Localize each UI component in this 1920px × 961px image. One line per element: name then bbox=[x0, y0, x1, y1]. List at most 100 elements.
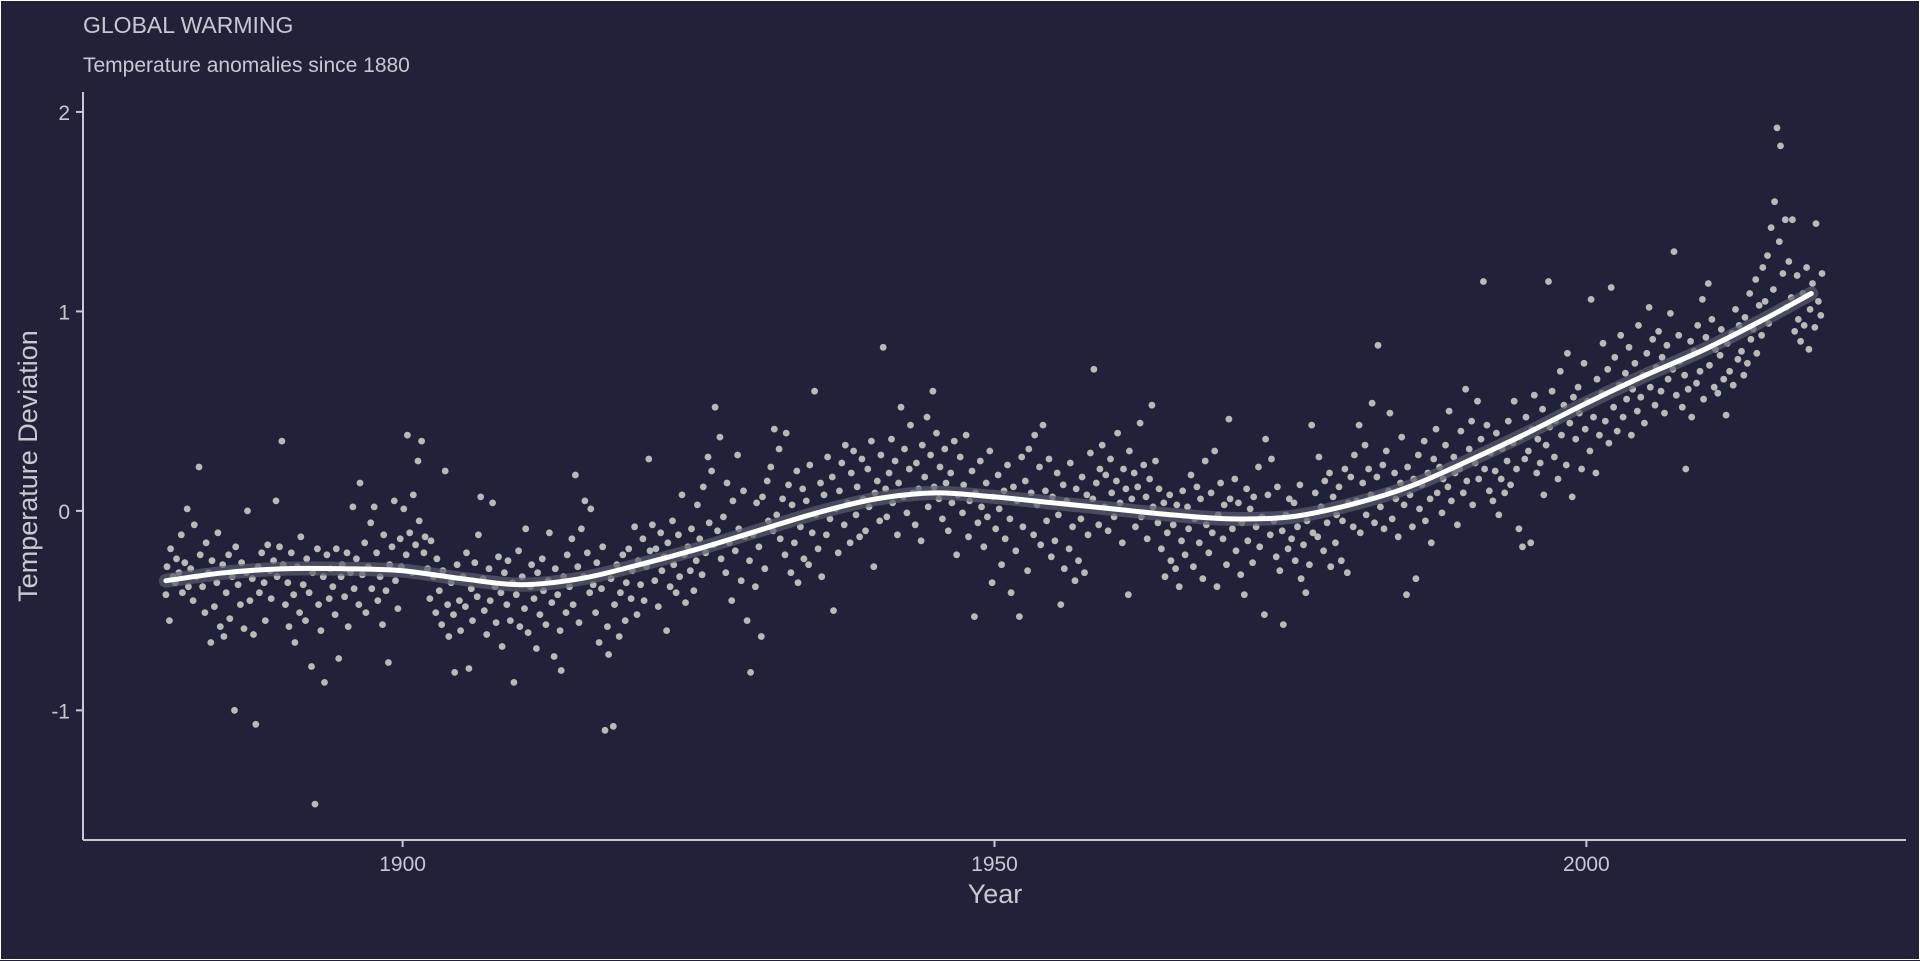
data-point-571 bbox=[1288, 535, 1295, 543]
data-point-479 bbox=[1107, 455, 1114, 463]
data-point-300 bbox=[753, 499, 760, 507]
data-point-628 bbox=[1400, 501, 1408, 509]
data-point-596 bbox=[1337, 557, 1345, 565]
data-point-135 bbox=[427, 537, 435, 545]
data-point-25 bbox=[211, 603, 218, 610]
data-point-774 bbox=[1688, 413, 1696, 421]
data-point-704 bbox=[1551, 453, 1558, 461]
data-point-724 bbox=[1590, 413, 1597, 421]
data-point-793 bbox=[1726, 367, 1733, 375]
data-point-131 bbox=[420, 549, 428, 557]
data-point-451 bbox=[1051, 537, 1059, 545]
data-point-108 bbox=[374, 597, 382, 604]
data-point-381 bbox=[913, 459, 920, 467]
data-point-521 bbox=[1190, 563, 1197, 571]
data-point-149 bbox=[456, 597, 463, 604]
data-point-42 bbox=[244, 507, 251, 515]
data-point-307 bbox=[767, 463, 775, 471]
data-point-378 bbox=[907, 421, 914, 429]
data-point-166 bbox=[489, 499, 496, 507]
data-point-503 bbox=[1154, 519, 1162, 527]
data-point-696 bbox=[1534, 435, 1542, 443]
data-point-35 bbox=[231, 706, 238, 714]
y-tick-label-0: 0 bbox=[58, 501, 70, 524]
data-point-413 bbox=[976, 457, 984, 465]
data-point-143 bbox=[444, 601, 451, 608]
data-point-559 bbox=[1264, 491, 1272, 499]
data-point-739 bbox=[1619, 413, 1627, 421]
data-point-445 bbox=[1039, 421, 1047, 429]
data-point-716 bbox=[1574, 383, 1582, 391]
data-point-243 bbox=[640, 597, 648, 604]
data-point-519 bbox=[1185, 525, 1192, 533]
data-point-543 bbox=[1232, 547, 1240, 555]
data-point-320 bbox=[793, 467, 801, 475]
data-point-372 bbox=[895, 479, 902, 487]
data-point-467 bbox=[1083, 491, 1091, 499]
data-point-770 bbox=[1681, 371, 1688, 379]
data-point-364 bbox=[879, 343, 887, 351]
data-point-581 bbox=[1308, 421, 1316, 429]
data-point-122 bbox=[402, 551, 410, 559]
data-point-715 bbox=[1572, 435, 1580, 443]
data-point-154 bbox=[465, 665, 473, 672]
data-point-554 bbox=[1255, 463, 1262, 471]
data-point-616 bbox=[1377, 503, 1384, 511]
data-point-833 bbox=[1805, 345, 1813, 353]
data-point-466 bbox=[1081, 569, 1088, 577]
chart-title: GLOBAL WARMING bbox=[83, 12, 293, 38]
data-point-776 bbox=[1693, 379, 1700, 387]
data-point-447 bbox=[1043, 517, 1050, 525]
data-point-835 bbox=[1809, 280, 1816, 287]
data-point-494 bbox=[1136, 419, 1144, 427]
data-point-537 bbox=[1220, 501, 1228, 509]
data-point-190 bbox=[536, 611, 544, 618]
data-point-157 bbox=[471, 559, 479, 567]
data-point-341 bbox=[834, 549, 842, 557]
data-point-516 bbox=[1179, 487, 1187, 495]
data-point-279 bbox=[711, 403, 719, 411]
data-point-446 bbox=[1042, 487, 1049, 495]
data-point-699 bbox=[1540, 491, 1548, 499]
data-point-386 bbox=[923, 413, 931, 421]
data-point-175 bbox=[506, 617, 514, 624]
data-point-14 bbox=[189, 597, 197, 604]
data-point-459 bbox=[1066, 459, 1074, 467]
data-point-140 bbox=[438, 621, 446, 628]
data-point-452 bbox=[1053, 469, 1061, 477]
data-point-734 bbox=[1610, 403, 1617, 411]
data-point-817 bbox=[1773, 124, 1781, 132]
data-point-216 bbox=[587, 505, 595, 513]
data-point-719 bbox=[1580, 359, 1588, 367]
data-point-426 bbox=[1001, 535, 1009, 543]
data-point-836 bbox=[1811, 324, 1819, 331]
data-point-61 bbox=[282, 601, 289, 608]
data-point-173 bbox=[503, 601, 511, 608]
data-point-107 bbox=[373, 549, 380, 557]
data-point-104 bbox=[367, 519, 375, 527]
data-point-251 bbox=[657, 529, 665, 537]
data-point-142 bbox=[441, 467, 449, 475]
data-point-68 bbox=[296, 609, 303, 616]
data-point-188 bbox=[533, 645, 540, 652]
data-point-102 bbox=[362, 609, 370, 616]
data-point-609 bbox=[1362, 511, 1370, 519]
data-point-324 bbox=[800, 555, 808, 563]
data-point-158 bbox=[473, 593, 481, 601]
data-point-323 bbox=[799, 485, 807, 493]
data-point-241 bbox=[637, 581, 644, 589]
data-point-821 bbox=[1781, 216, 1789, 224]
data-point-802 bbox=[1744, 359, 1751, 367]
data-point-760 bbox=[1661, 409, 1668, 417]
data-point-598 bbox=[1341, 465, 1349, 473]
data-point-823 bbox=[1785, 258, 1793, 265]
data-point-766 bbox=[1672, 391, 1680, 399]
data-point-659 bbox=[1462, 385, 1469, 393]
data-point-695 bbox=[1533, 469, 1541, 477]
data-point-230 bbox=[615, 633, 623, 640]
data-point-73 bbox=[305, 589, 313, 597]
data-point-808 bbox=[1755, 302, 1763, 309]
data-point-790 bbox=[1720, 375, 1728, 383]
data-point-65 bbox=[290, 591, 298, 599]
data-point-343 bbox=[838, 459, 846, 467]
